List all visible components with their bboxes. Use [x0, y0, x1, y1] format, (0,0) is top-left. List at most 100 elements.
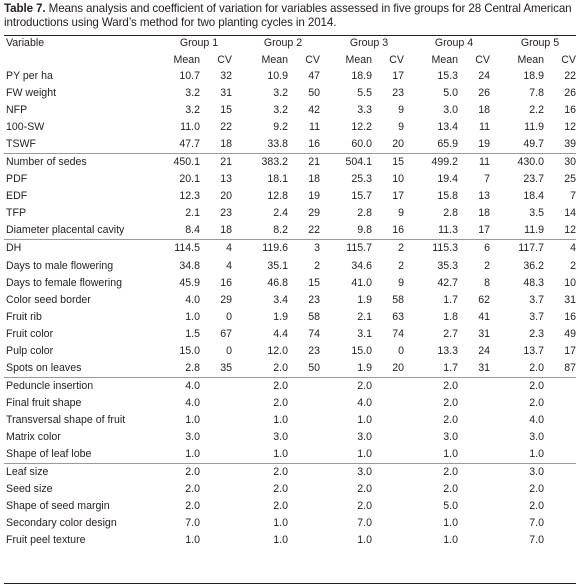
cv-cell	[200, 429, 232, 446]
mean-cell: 430.0	[490, 153, 544, 172]
cv-cell	[288, 498, 320, 515]
table-row: Matrix color 3.0 3.0 3.0 3.0 3.0	[4, 429, 576, 446]
mean-cell: 2.0	[273, 361, 288, 374]
cv-cell: 19	[478, 138, 490, 151]
mean-cell: 11.0	[180, 121, 200, 134]
mean-cell: 7.0	[529, 534, 544, 547]
variable-name: Peduncle insertion	[4, 376, 156, 395]
cv-cell	[544, 498, 576, 515]
mean-cell: 10.7	[179, 70, 200, 83]
mean-cell: 9.2	[273, 121, 288, 134]
mean-cell: 3.3	[357, 104, 372, 117]
cv-cell	[288, 395, 320, 412]
cv-cell	[372, 515, 404, 532]
cv-cell: 29	[308, 207, 320, 220]
mean-cell: 2.0	[404, 376, 458, 395]
table-top-rule	[4, 35, 576, 36]
cv-cell: 17	[392, 70, 404, 83]
mean-cell: 7.0	[357, 517, 372, 530]
mean-cell: 25.3	[351, 173, 372, 186]
mean-cell: 2.0	[490, 376, 544, 395]
variable-name: Color seed border	[6, 293, 91, 306]
cv-cell: 14	[564, 207, 576, 220]
mean-cell: 1.0	[185, 413, 200, 426]
caption-label: Table 7.	[4, 2, 46, 15]
mean-cell: 15.3	[437, 70, 458, 83]
mean-cell: 1.0	[529, 448, 544, 461]
cv-cell	[458, 395, 490, 412]
cv-cell	[288, 515, 320, 532]
variable-name: Number of sedes	[4, 153, 156, 172]
mean-cell: 1.0	[443, 517, 458, 530]
mean-cell: 2.0	[232, 463, 288, 482]
mean-cell: 2.2	[529, 104, 544, 117]
mean-cell: 1.0	[273, 534, 288, 547]
table-row: DH 114.5 4 119.6 3 115.7 2 115.3 6 117.7 4	[4, 239, 576, 258]
mean-cell: 7.8	[529, 87, 544, 100]
cv-cell: 9	[398, 276, 404, 289]
cv-cell: 10	[392, 173, 404, 186]
table-row: TSWF 47.7 18 33.8 16 60.0 20 65.9 19 49.7 39	[4, 136, 576, 154]
cv-cell	[288, 429, 320, 446]
cv-cell: 18	[478, 207, 490, 220]
mean-cell: 2.0	[185, 500, 200, 513]
mean-cell: 13.4	[437, 121, 458, 134]
cv-cell: 0	[226, 344, 232, 357]
cv-cell	[458, 532, 490, 549]
mean-cell: 3.2	[185, 87, 200, 100]
cv-cell: 31	[220, 87, 232, 100]
cv-cell	[372, 395, 404, 412]
mean-cell: 450.1	[156, 153, 200, 172]
mean-cell: 8.4	[185, 224, 200, 237]
cv-cell: 4	[544, 239, 576, 258]
cv-cell	[544, 481, 576, 498]
cv-cell: 50	[308, 361, 320, 374]
cv-cell	[200, 515, 232, 532]
mean-cell: 45.9	[179, 276, 200, 289]
cv-cell	[200, 412, 232, 429]
mean-cell: 18.4	[523, 190, 544, 203]
mean-cell: 2.0	[529, 396, 544, 409]
cv-cell	[200, 463, 232, 482]
cv-cell	[544, 446, 576, 464]
mean-cell: 2.1	[185, 207, 200, 220]
mean-cell: 2.0	[443, 413, 458, 426]
mean-cell: 2.8	[185, 361, 200, 374]
mean-cell: 10.9	[267, 70, 288, 83]
variable-name: Fruit peel texture	[6, 534, 86, 547]
cv-cell	[200, 481, 232, 498]
mean-cell: 3.0	[185, 431, 200, 443]
mean-cell: 2.7	[443, 327, 458, 340]
variable-name: Fruit rib	[6, 310, 42, 323]
mean-cell: 1.8	[443, 310, 458, 323]
mean-cell: 19.4	[437, 173, 458, 186]
mean-cell: 2.0	[443, 483, 458, 496]
mean-cell: 115.3	[404, 239, 458, 258]
data-table: Variable Group 1 Group 2 Group 3 Group 4…	[4, 34, 576, 549]
cv-cell	[200, 498, 232, 515]
table-row: Diameter placental cavity 8.4 18 8.2 22 9.8 16…	[4, 222, 576, 240]
cv-cell: 2	[314, 259, 320, 272]
mean-cell: 12.3	[179, 190, 200, 203]
group-3-header: Group 3	[349, 36, 389, 49]
mean-cell: 48.3	[523, 276, 544, 289]
group-2-header: Group 2	[263, 36, 303, 49]
table-row: Secondary color design 7.0 1.0 7.0 1.0 7.0	[4, 515, 576, 532]
cv-cell	[288, 412, 320, 429]
cv-cell: 15	[308, 276, 320, 289]
mean-cell: 5.0	[443, 87, 458, 100]
cv-cell	[200, 376, 232, 395]
cv-cell: 2	[570, 259, 576, 272]
cv-cell	[458, 481, 490, 498]
mean-cell: 3.2	[273, 87, 288, 100]
variable-name: Final fruit shape	[6, 396, 82, 409]
mean-cell: 2.0	[357, 500, 372, 513]
mean-cell: 1.9	[357, 361, 372, 374]
cv-cell: 23	[308, 344, 320, 357]
variable-name: Pulp color	[6, 344, 54, 357]
mean-cell: 2.0	[156, 463, 200, 482]
mean-cell: 2.0	[232, 376, 288, 395]
table-row: FW weight 3.2 31 3.2 50 5.5 23 5.0 26 7.8 26	[4, 85, 576, 102]
mean-cell: 1.0	[357, 448, 372, 461]
mean-cell: 13.7	[523, 344, 544, 357]
